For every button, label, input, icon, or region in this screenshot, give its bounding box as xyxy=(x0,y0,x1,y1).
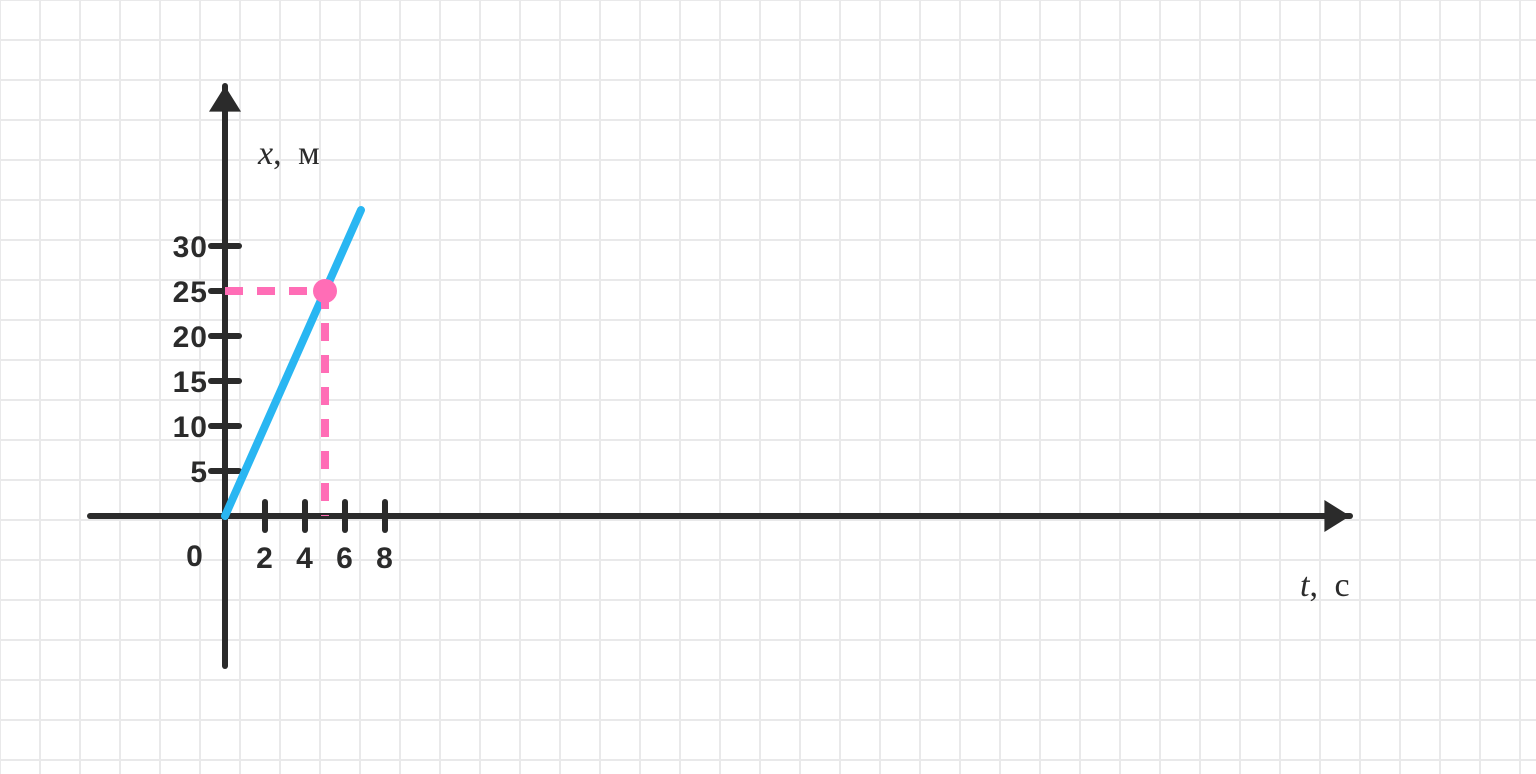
y-tick-label: 10 xyxy=(173,411,208,444)
x-tick-label: 2 xyxy=(256,542,274,575)
y-tick-label: 15 xyxy=(173,366,208,399)
y-axis-label: x, м xyxy=(257,135,320,172)
y-tick-label: 20 xyxy=(173,321,208,354)
y-tick-label: 25 xyxy=(173,276,208,309)
x-tick-label: 4 xyxy=(296,542,314,575)
x-tick-label: 8 xyxy=(376,542,394,575)
marker-point xyxy=(313,279,337,303)
x-tick-label: 6 xyxy=(336,542,354,575)
position-time-chart: 2468 0 5 10 15 20 25 30 x, м t, с xyxy=(0,0,1536,774)
y-tick-label: 30 xyxy=(173,231,208,264)
x-axis-label: t, с xyxy=(1300,567,1350,604)
chart-background xyxy=(0,0,1536,774)
y-tick-label: 5 xyxy=(190,456,208,489)
origin-label: 0 xyxy=(186,540,204,573)
